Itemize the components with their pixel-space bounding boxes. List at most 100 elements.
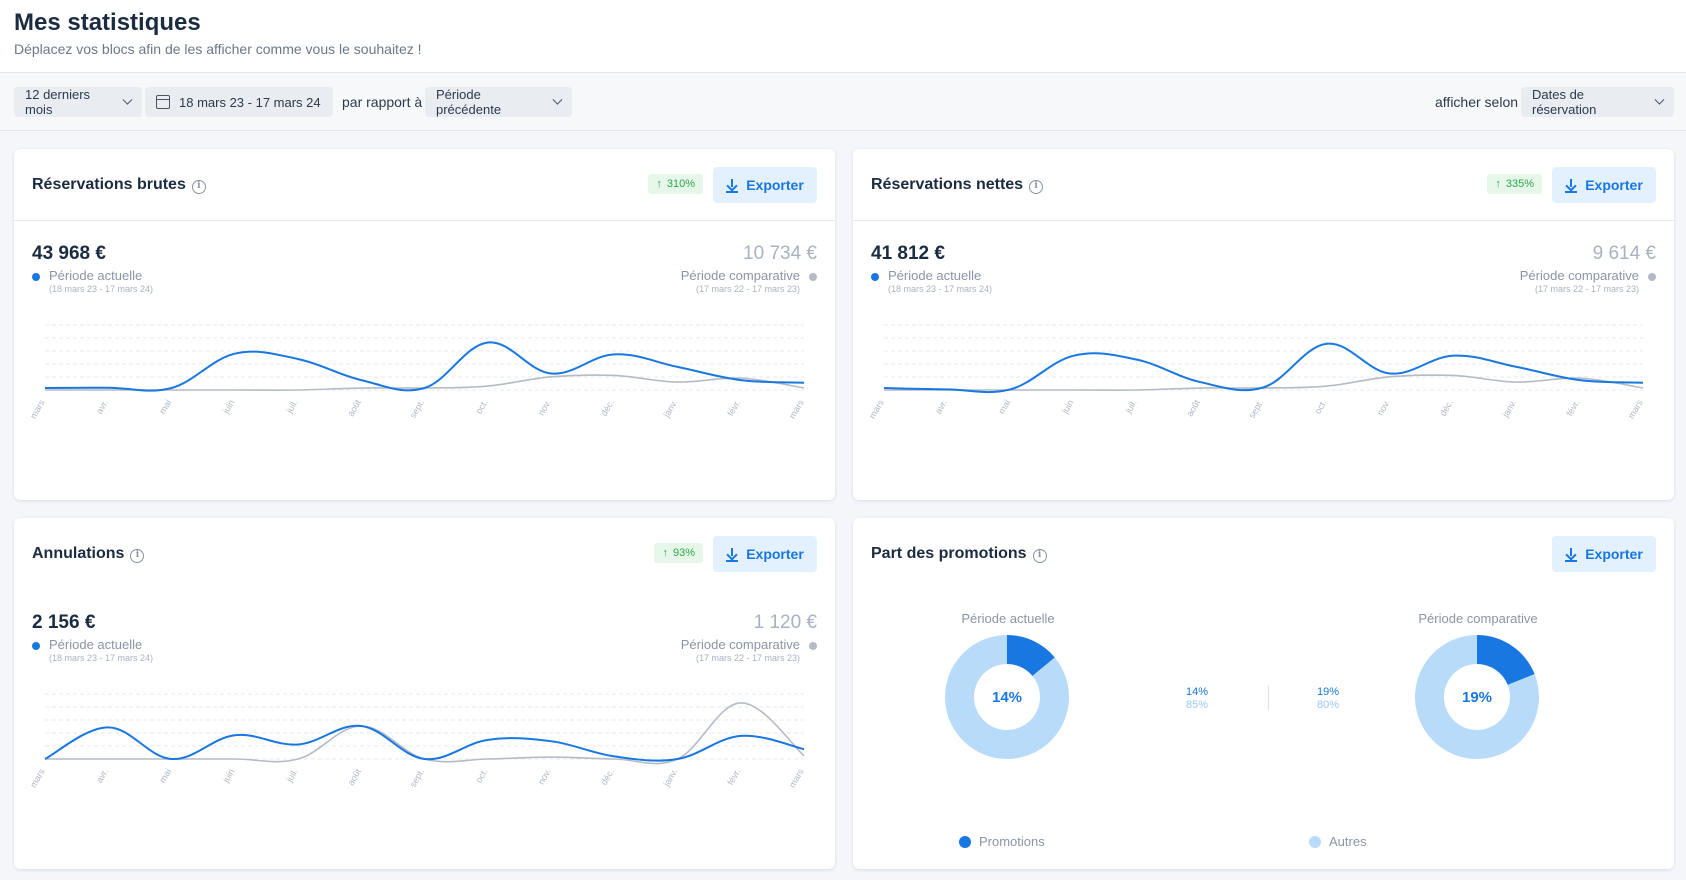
card-title-text: Annulations [32, 545, 125, 562]
x-tick-label: avr. [94, 767, 110, 785]
cancellations-card: Annulations i ↑ 93% Exporter 2 156 € 1 120… [14, 518, 835, 869]
info-icon[interactable]: i [1029, 180, 1044, 194]
x-tick-label: nov. [1375, 398, 1392, 417]
net-bookings-card: Réservations nettes i ↑ 335% Exporter 41 8… [853, 149, 1674, 500]
x-tick-label: mars [1626, 398, 1645, 421]
compare-select-value: Période précédente [436, 87, 502, 117]
x-tick-label: nov. [536, 398, 553, 417]
x-tick-label: sept. [408, 398, 426, 420]
x-tick-label: déc. [1438, 398, 1455, 418]
legend-current-label: Période actuelle [49, 268, 143, 283]
x-tick-label: mars [787, 767, 806, 790]
display-label: afficher selon [1435, 94, 1519, 110]
x-tick-label: mars [28, 398, 47, 421]
x-tick-label: janv. [661, 767, 679, 789]
x-tick-label: janv. [661, 398, 679, 420]
display-select[interactable]: Dates de réservation [1521, 87, 1674, 117]
x-tick-label: mars [28, 767, 47, 790]
display-select-value: Dates de réservation [1532, 87, 1597, 117]
donut-compare: 19% [1415, 635, 1539, 759]
x-tick-label: juin [220, 398, 236, 416]
current-promo-pct: 14% [1185, 686, 1209, 698]
period-select[interactable]: 12 derniers mois [14, 87, 142, 117]
x-tick-label: août [1185, 398, 1203, 419]
legend-others: Autres [1309, 834, 1367, 849]
legend-current-label: Période actuelle [888, 268, 982, 283]
series-line-current [44, 341, 805, 392]
page-subtitle: Déplacez vos blocs afin de les afficher … [14, 41, 422, 57]
growth-badge: ↑ 93% [654, 543, 703, 563]
arrow-up-icon: ↑ [662, 547, 668, 559]
card-header: Annulations i ↑ 93% Exporter [14, 518, 835, 590]
info-icon[interactable]: i [1032, 549, 1047, 563]
donut-compare-center-value: 19% [1462, 689, 1492, 706]
x-tick-label: mai [996, 398, 1012, 416]
calendar-icon [156, 95, 170, 109]
x-tick-label: mai [157, 767, 173, 785]
split-divider [1268, 686, 1269, 710]
x-tick-label: oct. [474, 767, 490, 785]
card-title-text: Réservations nettes [871, 176, 1024, 193]
info-icon[interactable]: i [191, 180, 206, 194]
compare-value: 10 734 € [743, 243, 817, 264]
x-tick-label: nov. [536, 767, 553, 786]
export-label: Exporter [1585, 546, 1643, 562]
arrow-up-icon: ↑ [1495, 178, 1501, 190]
page-header: Mes statistiques Déplacez vos blocs afin… [0, 0, 1686, 73]
arrow-up-icon: ↑ [656, 178, 662, 190]
current-value: 41 812 € [871, 243, 945, 264]
export-label: Exporter [1585, 177, 1643, 193]
slice-others [1415, 635, 1539, 759]
chevron-down-icon [122, 94, 133, 104]
legend-promotions: Promotions [959, 834, 1045, 849]
x-tick-label: juin [220, 767, 236, 785]
export-button[interactable]: Exporter [713, 536, 817, 572]
donut-current: 14% [945, 635, 1069, 759]
x-tick-label: févr. [1564, 398, 1581, 418]
x-tick-label: oct. [474, 398, 490, 416]
donut-current-center-value: 14% [992, 689, 1022, 706]
compare-split: 19% 80% [1308, 686, 1348, 712]
x-tick-label: sept. [1247, 398, 1265, 420]
x-tick-label: déc. [599, 398, 616, 418]
date-range-value: 18 mars 23 - 17 mars 24 [179, 94, 321, 110]
slice-promotions [1007, 635, 1055, 676]
export-button[interactable]: Exporter [713, 167, 817, 203]
card-title: Annulations i [32, 545, 145, 563]
filter-toolbar: 12 derniers mois 18 mars 23 - 17 mars 24… [0, 73, 1686, 131]
info-icon[interactable]: i [130, 549, 145, 563]
growth-badge: ↑ 335% [1487, 174, 1542, 194]
card-title-text: Réservations brutes [32, 176, 186, 193]
series-line-current [44, 724, 805, 762]
x-tick-label: juin [1059, 398, 1075, 416]
current-value: 43 968 € [32, 243, 106, 264]
date-range-picker[interactable]: 18 mars 23 - 17 mars 24 [145, 87, 333, 117]
compare-other-pct: 80% [1316, 699, 1340, 711]
x-tick-label: juil. [284, 398, 300, 416]
export-button[interactable]: Exporter [1552, 536, 1656, 572]
x-tick-label: févr. [725, 767, 742, 787]
chevron-down-icon [552, 94, 563, 105]
legend-compare-range: (17 mars 22 - 17 mars 23) [695, 653, 800, 663]
x-tick-label: mars [867, 398, 886, 421]
slice-others [945, 635, 1069, 759]
compare-promo-pct: 19% [1316, 686, 1340, 698]
download-icon [1565, 548, 1578, 562]
growth-badge: ↑ 310% [648, 174, 703, 194]
card-title: Réservations nettes i [871, 176, 1044, 194]
export-button[interactable]: Exporter [1552, 167, 1656, 203]
card-title: Part des promotions i [871, 545, 1047, 563]
x-tick-label: avr. [94, 398, 110, 416]
growth-badge-value: 93% [672, 547, 695, 559]
slice-promotions [1477, 635, 1535, 685]
compare-select[interactable]: Période précédente [425, 87, 572, 117]
cancellations-line-chart: mars avr. mai juin juil. août sept. oct. nov. déc… [28, 693, 806, 790]
page-title: Mes statistiques [14, 9, 201, 36]
x-tick-label: avr. [933, 398, 949, 416]
download-icon [726, 179, 739, 193]
current-other-pct: 85% [1185, 699, 1209, 711]
legend-current: Période actuelle (18 mars 23 - 17 mars 24… [871, 268, 992, 294]
x-tick-label: juil. [1123, 398, 1139, 416]
compare-value: 1 120 € [753, 612, 817, 633]
legend-compare: Période comparative (17 mars 22 - 17 mars… [1520, 268, 1657, 294]
